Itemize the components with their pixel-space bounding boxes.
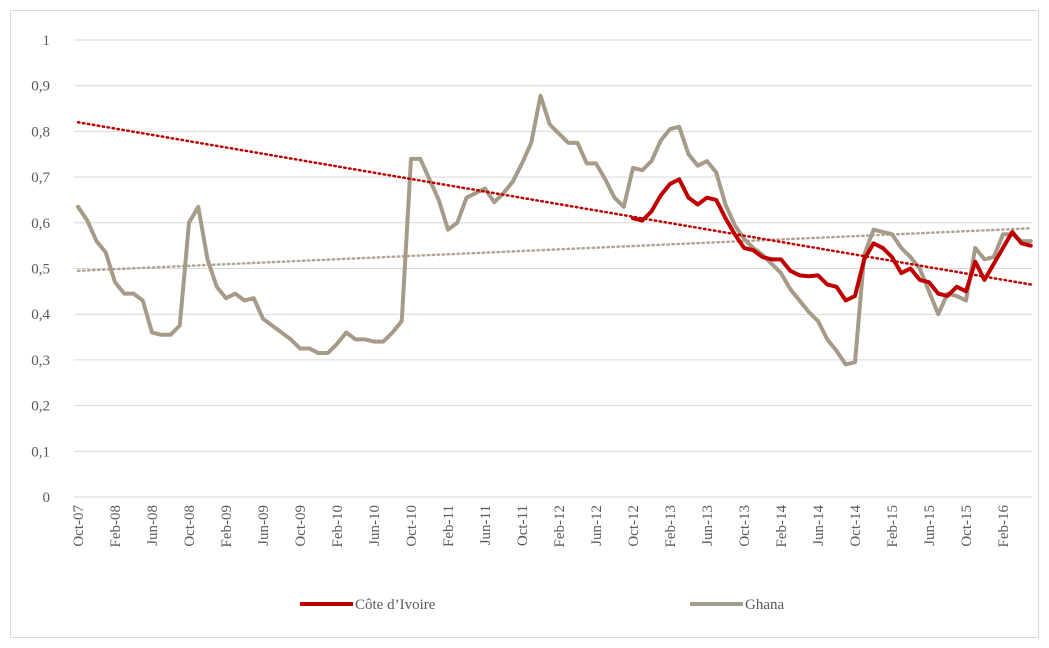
y-tick-label: 1	[43, 33, 51, 49]
y-tick-label: 0,8	[31, 124, 50, 140]
legend-label: Côte d’Ivoire	[355, 597, 436, 613]
x-tick-label: Oct-15	[959, 505, 975, 547]
x-tick-label: Feb-09	[219, 505, 235, 548]
y-tick-label: 0,4	[31, 307, 50, 323]
x-tick-label: Jun-09	[256, 505, 272, 546]
x-tick-label: Jun-14	[811, 505, 827, 546]
legend-label: Ghana	[745, 597, 784, 613]
x-tick-label: Feb-11	[441, 505, 457, 547]
x-tick-label: Oct-11	[515, 505, 531, 546]
x-tick-label: Oct-09	[293, 505, 309, 547]
x-tick-label: Oct-10	[404, 505, 420, 547]
series-line	[631, 177, 1033, 303]
x-tick-label: Jun-15	[922, 505, 938, 546]
trendline	[76, 121, 1032, 286]
x-tick-label: Jun-13	[700, 505, 716, 546]
x-tick-label: Jun-12	[589, 505, 605, 546]
y-tick-label: 0,6	[31, 216, 50, 232]
x-tick-label: Jun-10	[367, 505, 383, 546]
y-tick-label: 0,3	[31, 353, 50, 369]
x-tick-label: Feb-08	[108, 505, 124, 548]
y-tick-label: 0,5	[31, 262, 50, 278]
x-tick-label: Oct-07	[71, 505, 87, 547]
y-tick-label: 0,1	[31, 444, 50, 460]
x-tick-label: Jun-11	[478, 505, 494, 545]
x-tick-label: Oct-12	[626, 505, 642, 547]
series-line	[76, 93, 1033, 367]
x-tick-label: Feb-10	[330, 505, 346, 548]
x-tick-label: Feb-14	[774, 505, 790, 548]
x-tick-label: Oct-13	[737, 505, 753, 547]
y-tick-label: 0,2	[31, 399, 50, 415]
x-tick-label: Feb-16	[996, 505, 1012, 548]
x-tick-label: Feb-13	[663, 505, 679, 548]
x-tick-label: Feb-12	[552, 505, 568, 548]
y-tick-label: 0,9	[31, 79, 50, 95]
x-tick-label: Oct-08	[182, 505, 198, 547]
y-tick-label: 0,7	[31, 170, 50, 186]
x-tick-label: Oct-14	[848, 505, 864, 547]
x-tick-label: Feb-15	[885, 505, 901, 548]
y-tick-label: 0	[43, 490, 51, 506]
x-tick-label: Jun-08	[145, 505, 161, 546]
